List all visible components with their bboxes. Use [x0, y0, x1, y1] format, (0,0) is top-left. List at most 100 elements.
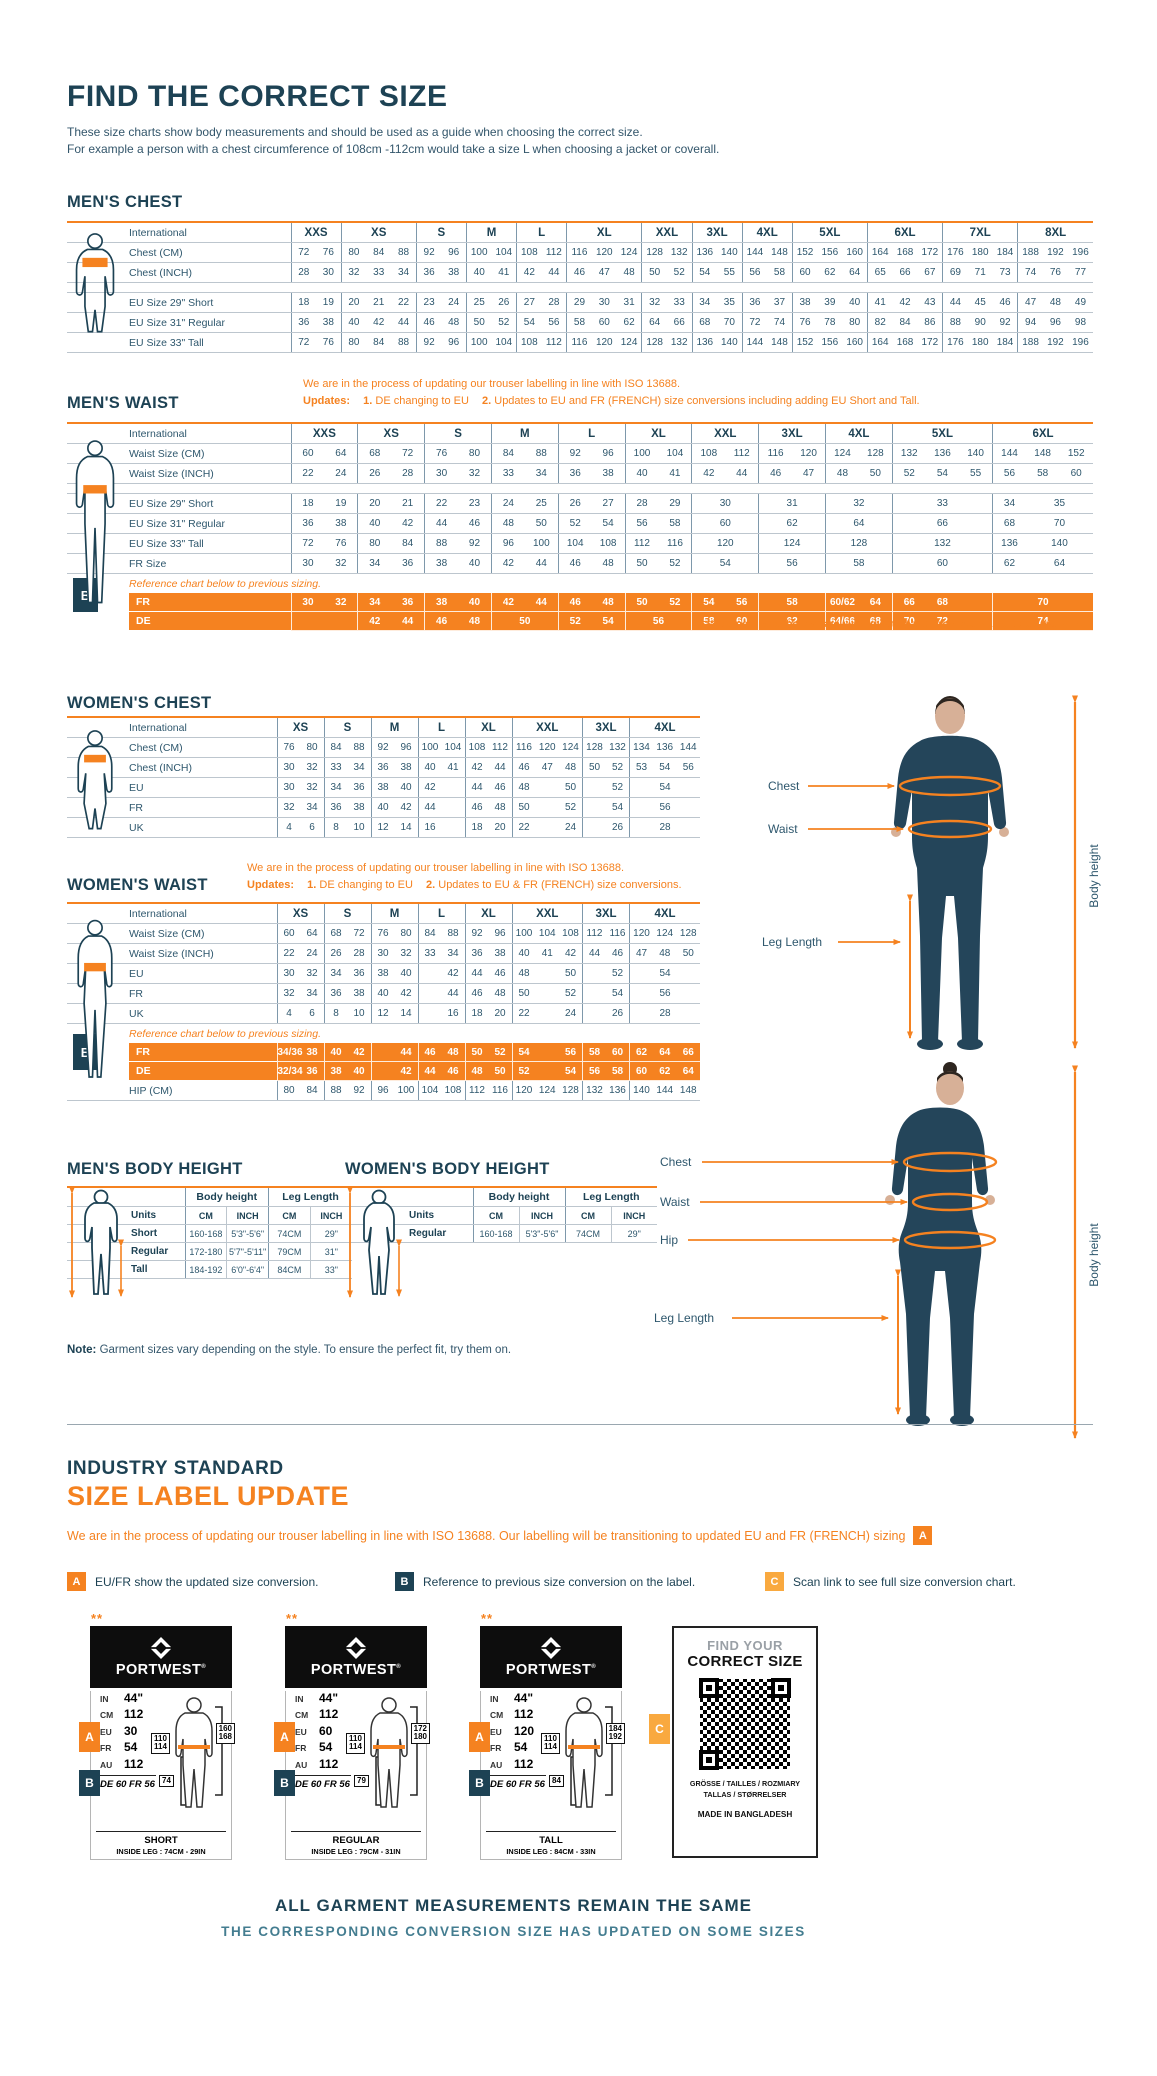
row-label: FR Size: [67, 553, 291, 574]
size-value-cell: 50: [641, 262, 667, 283]
size-column-header: 3XL: [691, 222, 743, 243]
size-value-cell: 148: [767, 332, 793, 353]
a-badge: A: [67, 1572, 86, 1591]
size-value-cell: 52: [559, 983, 583, 1004]
size-value-cell: 28: [629, 817, 700, 838]
size-value-cell: 108: [516, 332, 542, 353]
note-text: Garment sizes vary depending on the styl…: [96, 1344, 512, 1356]
size-label-update-heading: SIZE LABEL UPDATE: [67, 1481, 350, 1511]
size-value-cell: 32: [276, 797, 301, 818]
size-value-cell: 80: [340, 242, 367, 263]
size-value-cell: 44: [464, 963, 489, 984]
size-value-cell: 64: [825, 513, 893, 534]
size-value-cell: 68: [992, 513, 1026, 534]
size-value-cell: 44: [424, 513, 459, 534]
size-value-cell: 48: [488, 797, 512, 818]
size-row-label: EU: [295, 1726, 307, 1737]
size-value-cell: 41: [441, 757, 465, 778]
size-value-cell: 84: [300, 1080, 324, 1101]
size-value-cell: 46: [415, 312, 442, 333]
size-value-cell: 48: [653, 943, 677, 964]
size-row-label: FR: [295, 1743, 307, 1753]
size-value-cell: 38: [347, 983, 371, 1004]
size-value-cell: 50: [465, 312, 492, 333]
size-value-cell: 58: [758, 593, 826, 612]
size-value-cell: 36: [391, 593, 425, 612]
size-value-cell: 188: [1017, 242, 1043, 263]
size-column-header: 3XL: [582, 717, 630, 738]
size-value-cell: [535, 1061, 559, 1081]
size-value-cell: 26: [357, 463, 392, 484]
size-column-header: M: [370, 903, 418, 924]
leg-measure-box: 79: [354, 1774, 369, 1788]
size-value-cell: 108: [464, 737, 489, 758]
size-value-cell: 16: [417, 817, 442, 838]
size-value-cell: 116: [606, 923, 630, 944]
size-column-header: XL: [624, 423, 692, 444]
size-value-cell: 62: [629, 1043, 653, 1062]
size-value-cell: 124: [559, 737, 583, 758]
size-value-cell: 34: [323, 777, 348, 798]
size-column-header: XXL: [691, 423, 759, 444]
fit-name: REGULAR: [332, 1834, 380, 1846]
inside-leg-text: INSIDE LEG : 84CM - 33IN: [506, 1846, 596, 1856]
size-value-cell: 40: [394, 963, 418, 984]
industry-standard-heading: INDUSTRY STANDARD: [67, 1458, 284, 1479]
size-value-cell: 54: [629, 777, 700, 798]
size-value-cell: 52: [606, 963, 630, 984]
size-value-cell: 46: [488, 963, 512, 984]
size-value-cell: 88: [424, 533, 459, 554]
size-column-header: XS: [340, 222, 417, 243]
size-value-cell: 74CM: [268, 1224, 311, 1243]
size-value-cell: 72: [741, 312, 768, 333]
size-value-cell: 104: [535, 923, 559, 944]
size-value-cell: 48: [441, 1043, 465, 1062]
size-value-cell: 76: [370, 923, 395, 944]
size-value-cell: 12: [370, 1003, 395, 1024]
size-value-cell: 96: [441, 242, 467, 263]
size-value-cell: 32: [324, 593, 358, 612]
brand-name: PORTWEST®: [505, 1662, 597, 1678]
size-column-header: 4XL: [629, 903, 700, 924]
section-size-label-update: INDUSTRY STANDARD SIZE LABEL UPDATE We a…: [67, 1458, 1093, 1860]
size-value-cell: 140: [629, 1080, 653, 1101]
size-value-cell: 132: [891, 443, 926, 464]
size-value-cell: 56: [559, 1043, 583, 1062]
size-value-cell: 22: [391, 292, 417, 313]
size-value-cell: 88: [347, 737, 371, 758]
row-label: FR: [67, 983, 277, 1004]
size-value-cell: 47: [629, 943, 653, 964]
size-column-header: S: [323, 903, 371, 924]
size-column-header: 5XL: [891, 423, 993, 444]
size-column-header: XS: [276, 717, 324, 738]
size-value-cell: 50: [524, 513, 559, 534]
size-value-cell: 40: [323, 1043, 348, 1062]
size-value-cell: 180: [967, 332, 993, 353]
update-1-num: 1.: [307, 879, 317, 891]
womens-waist-table: International XS S M L XL XXL 3XL 4XL Waist Size …: [67, 902, 700, 1101]
size-value-cell: 88: [441, 923, 465, 944]
size-value-cell: 38: [323, 1061, 348, 1081]
row-label: HIP (CM): [67, 1080, 277, 1101]
size-value-cell: 144: [741, 242, 768, 263]
womens-chest-title: WOMEN'S CHEST: [67, 694, 212, 712]
womens-chest-table: International XS S M L XL XXL 3XL 4XL Chest (CM) 7…: [67, 716, 700, 838]
size-value-cell: 48: [591, 553, 626, 574]
a-badge: A: [274, 1722, 295, 1752]
size-value-cell: 41: [535, 943, 559, 964]
size-value-cell: 6'0"-6'4": [226, 1260, 269, 1279]
size-row-label: FR: [490, 1743, 502, 1753]
size-value-cell: 38: [424, 553, 459, 574]
size-row-value: 112: [124, 1707, 144, 1721]
size-value-cell: 96: [591, 443, 626, 464]
size-value-cell: 22: [511, 817, 536, 838]
size-value-cell: 68: [357, 443, 392, 464]
portwest-logo-bar: PORTWEST®: [480, 1626, 622, 1688]
size-value-cell: 44: [942, 292, 968, 313]
size-value-cell: 92: [557, 443, 592, 464]
size-value-cell: 58: [566, 312, 592, 333]
size-value-cell: 33: [891, 493, 993, 514]
size-value-cell: 53: [629, 757, 653, 778]
size-value-cell: 32/34: [276, 1061, 303, 1081]
row-label: Chest (INCH): [67, 262, 291, 283]
